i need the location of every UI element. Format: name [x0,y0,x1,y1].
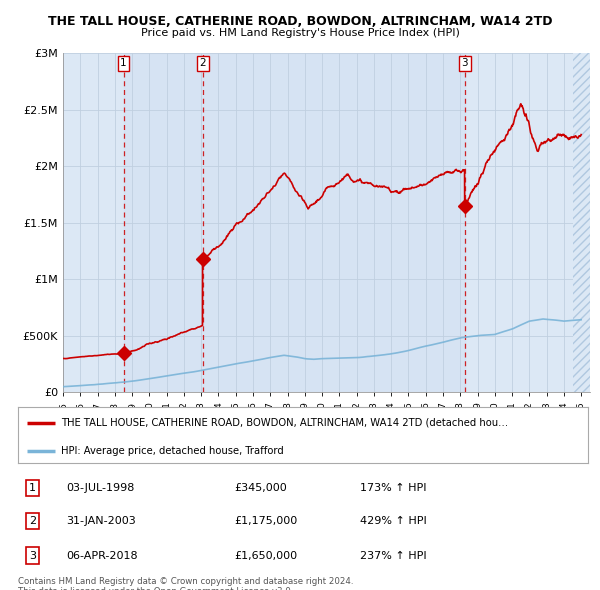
Bar [124,53,464,392]
Text: 1: 1 [120,58,127,68]
Text: Contains HM Land Registry data © Crown copyright and database right 2024.
This d: Contains HM Land Registry data © Crown c… [18,577,353,590]
Text: 1: 1 [29,483,36,493]
Text: 3: 3 [29,550,36,560]
Text: 3: 3 [461,58,468,68]
Text: £1,175,000: £1,175,000 [235,516,298,526]
Text: 31-JAN-2003: 31-JAN-2003 [67,516,136,526]
Text: £1,650,000: £1,650,000 [235,550,298,560]
Text: 2: 2 [29,516,36,526]
Text: 2: 2 [199,58,206,68]
Text: THE TALL HOUSE, CATHERINE ROAD, BOWDON, ALTRINCHAM, WA14 2TD: THE TALL HOUSE, CATHERINE ROAD, BOWDON, … [48,15,552,28]
Text: THE TALL HOUSE, CATHERINE ROAD, BOWDON, ALTRINCHAM, WA14 2TD (detached hou…: THE TALL HOUSE, CATHERINE ROAD, BOWDON, … [61,418,508,428]
Text: HPI: Average price, detached house, Trafford: HPI: Average price, detached house, Traf… [61,446,284,456]
Text: 237% ↑ HPI: 237% ↑ HPI [360,550,427,560]
Text: £345,000: £345,000 [235,483,287,493]
Text: 173% ↑ HPI: 173% ↑ HPI [360,483,427,493]
Text: 03-JUL-1998: 03-JUL-1998 [67,483,135,493]
Text: Price paid vs. HM Land Registry's House Price Index (HPI): Price paid vs. HM Land Registry's House … [140,28,460,38]
Bar [572,53,590,392]
Text: 429% ↑ HPI: 429% ↑ HPI [360,516,427,526]
Text: 06-APR-2018: 06-APR-2018 [67,550,138,560]
